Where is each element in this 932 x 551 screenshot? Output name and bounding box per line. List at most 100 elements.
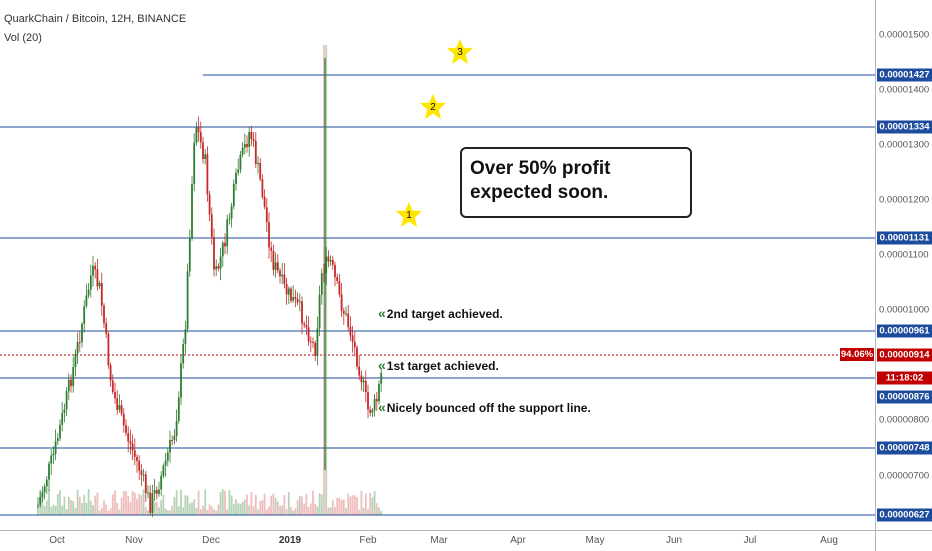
candle-body xyxy=(224,242,226,247)
volume-bar xyxy=(287,491,290,515)
candle-body xyxy=(296,298,299,303)
volume-bar xyxy=(268,506,270,515)
candle-body xyxy=(177,397,180,421)
volume-bar xyxy=(188,503,191,515)
volume-bar xyxy=(133,492,136,515)
candle-body xyxy=(367,392,369,410)
volume-bar xyxy=(164,508,167,515)
annotation-2nd-target[interactable]: «2nd target achieved. xyxy=(378,305,503,321)
volume-bar xyxy=(195,507,198,515)
candle-body xyxy=(118,405,121,410)
time-axis[interactable]: Oct Nov Dec 2019 Feb Mar Apr May Jun Jul… xyxy=(0,530,875,551)
volume-bar xyxy=(226,509,229,515)
volume-bar xyxy=(37,505,39,515)
candle-body xyxy=(138,460,141,471)
candle-body xyxy=(378,383,380,402)
candle-body xyxy=(221,242,224,257)
volume-bar xyxy=(48,489,50,515)
candle-body xyxy=(162,465,165,476)
axis-corner xyxy=(875,530,932,551)
candle-body xyxy=(180,363,182,398)
volume-bar xyxy=(309,503,312,515)
candle-body xyxy=(100,283,103,306)
candle-body xyxy=(111,380,114,393)
candle-body xyxy=(202,142,204,159)
candle-body xyxy=(65,391,68,410)
target-stars: 3 2 1 xyxy=(396,39,473,227)
symbol-title[interactable]: QuarkChain / Bitcoin, 12H, BINANCE xyxy=(4,13,187,25)
candle-body xyxy=(375,399,378,402)
volume-bar xyxy=(197,490,200,515)
price-chart[interactable]: 3 2 1 xyxy=(0,0,875,530)
chart-area[interactable]: 3 2 1 QuarkChain / Bitcoin, 12H, BINANCE… xyxy=(0,0,875,530)
candle-body xyxy=(265,207,268,223)
volume-bar xyxy=(261,500,264,515)
volume-bar xyxy=(301,496,303,515)
time-tick: May xyxy=(585,535,605,546)
volume-bar xyxy=(129,501,132,515)
candle-body xyxy=(109,365,112,381)
price-axis[interactable]: 0.00001500 0.00001400 0.00001300 0.00001… xyxy=(875,0,932,530)
candle-body xyxy=(323,273,325,275)
candle-body xyxy=(74,353,77,367)
volume-bar xyxy=(186,495,189,515)
annotation-1st-target[interactable]: «1st target achieved. xyxy=(378,357,499,373)
candle-body xyxy=(56,438,59,442)
candle-body xyxy=(272,250,275,270)
price-tick: 0.00000700 xyxy=(879,470,930,482)
volume-bar xyxy=(349,496,352,515)
volume-bar xyxy=(125,491,127,515)
volume-bar xyxy=(131,490,134,515)
candle-body xyxy=(314,342,317,356)
candle-body xyxy=(50,455,53,464)
candle-body xyxy=(67,379,70,392)
volume-indicator-label[interactable]: Vol (20) xyxy=(4,32,42,44)
candle-body xyxy=(316,328,319,356)
candle-body xyxy=(347,313,350,328)
volume-bar xyxy=(118,509,121,515)
volume-bar xyxy=(184,495,187,515)
volume-bar xyxy=(369,493,372,515)
volume-bar xyxy=(100,507,103,515)
volume-bar xyxy=(221,489,224,515)
candle-body xyxy=(353,341,356,348)
candle-body xyxy=(166,452,169,461)
candle-body xyxy=(142,474,145,476)
time-tick: Jul xyxy=(743,535,757,546)
time-tick-year: 2019 xyxy=(278,535,302,546)
time-tick: Feb xyxy=(359,535,377,546)
volume-bar xyxy=(89,500,92,515)
profit-callout-box[interactable]: Over 50% profit expected soon. xyxy=(460,147,692,218)
volume-bar xyxy=(303,503,306,515)
candle-body xyxy=(217,266,220,269)
volume-bar xyxy=(274,498,277,515)
candle-body xyxy=(342,310,345,314)
volume-bar xyxy=(96,492,99,515)
candle-body xyxy=(41,492,44,497)
candle-body xyxy=(197,127,200,133)
candle-body xyxy=(151,493,154,513)
candle-body xyxy=(199,132,202,143)
volume-bar xyxy=(281,505,284,515)
volume-bar xyxy=(358,509,361,515)
volume-bar xyxy=(81,503,83,515)
volume-bar xyxy=(296,500,299,515)
volume-bar xyxy=(120,497,123,515)
candle-body xyxy=(320,273,323,295)
volume-bar xyxy=(230,495,233,515)
volume-bar xyxy=(92,505,94,515)
candle-body xyxy=(257,162,259,165)
candle-body xyxy=(48,463,50,480)
candle-body xyxy=(43,486,46,493)
volume-bar xyxy=(70,500,72,515)
candle-body xyxy=(340,294,343,311)
candle-body xyxy=(89,275,92,290)
volume-bar xyxy=(116,503,119,515)
candle-body xyxy=(70,379,72,387)
candle-body xyxy=(259,162,262,180)
annotation-2nd-target-text: 2nd target achieved. xyxy=(386,307,503,321)
candle-body xyxy=(76,342,79,354)
candle-body xyxy=(129,441,132,444)
candle-body xyxy=(206,154,209,195)
annotation-bounce[interactable]: «Nicely bounced off the support line. xyxy=(378,399,591,415)
